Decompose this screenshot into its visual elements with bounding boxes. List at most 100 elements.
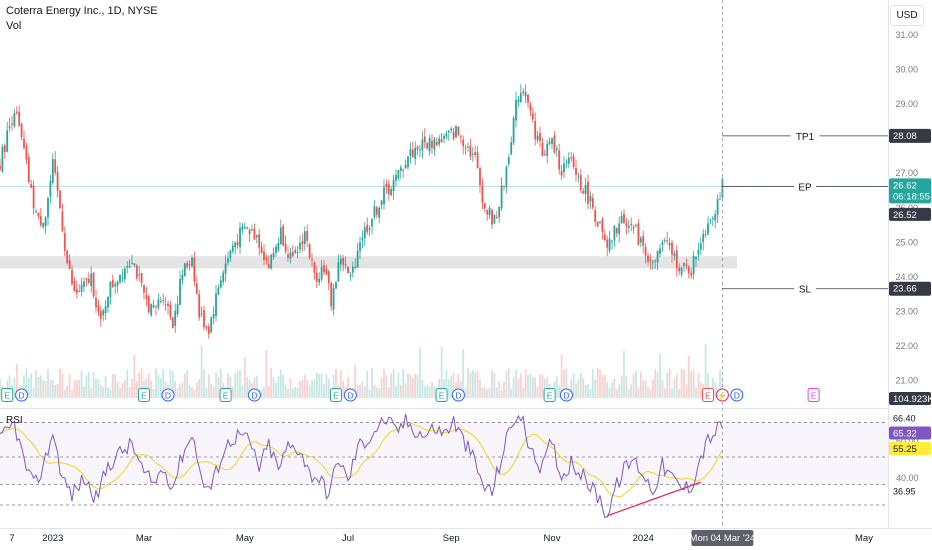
volume-bar [392, 368, 395, 398]
candle-body [582, 190, 585, 194]
volume-bar [159, 378, 162, 398]
candle-body [373, 206, 376, 218]
candle-body [440, 138, 443, 143]
candle-body [361, 237, 364, 241]
volume-bar [661, 379, 664, 398]
candle [608, 230, 611, 254]
volume-bar [294, 386, 297, 398]
candle [315, 265, 318, 289]
candle [114, 281, 117, 295]
candle [138, 265, 141, 282]
candle-body [121, 277, 124, 279]
candle [30, 179, 33, 188]
dividend-icon [247, 388, 261, 402]
currency-button[interactable]: USD [890, 5, 924, 26]
candle-body [678, 267, 681, 272]
price-axis-tick: 30.00 [895, 64, 918, 74]
candle-body [37, 212, 40, 217]
volume-tag [889, 392, 931, 405]
candle [678, 263, 681, 275]
candle [347, 265, 349, 274]
volume-bar [395, 386, 397, 398]
candle [584, 177, 587, 203]
candle-body [15, 111, 18, 113]
volume-bar [215, 372, 217, 398]
candle [555, 145, 558, 157]
rsi-indicator-label[interactable]: RSI [6, 415, 23, 426]
volume-bar [618, 384, 621, 398]
volume-bar [719, 370, 721, 398]
volume-bar [188, 385, 191, 398]
candle-body [687, 266, 690, 274]
volume-bar [608, 387, 611, 398]
candle [363, 222, 366, 247]
volume-indicator-label[interactable]: Vol [6, 20, 22, 32]
volume-bar [99, 384, 102, 398]
candle [539, 126, 541, 148]
volume-bar [116, 382, 119, 398]
level-label-tp1: TP1 [796, 132, 815, 143]
candle [486, 209, 489, 221]
volume-bar [229, 376, 232, 398]
volume-bar [493, 373, 496, 398]
candle-body [207, 326, 210, 335]
volume-bar [128, 387, 131, 398]
candle [433, 137, 436, 156]
candle [147, 294, 150, 314]
volume-bar [97, 379, 100, 398]
candle [577, 172, 580, 183]
volume-bar [145, 377, 148, 398]
candle [505, 165, 508, 194]
volume-bar [241, 384, 244, 398]
candle-body [395, 175, 397, 181]
candle-body [385, 183, 388, 188]
candle-body [229, 250, 232, 259]
candle [704, 229, 707, 238]
rsi-value-tag [889, 426, 931, 440]
candle [546, 140, 549, 164]
candle-body [231, 245, 234, 252]
symbol-title[interactable]: Coterra Energy Inc., 1D, NYSE [6, 5, 158, 17]
candle-body [716, 199, 719, 215]
candle-body [555, 148, 558, 150]
volume-bar [73, 380, 76, 398]
candle-body [707, 223, 709, 235]
candle [80, 277, 83, 297]
candle [143, 284, 145, 300]
candle-body [71, 269, 73, 285]
candle [13, 108, 16, 129]
volume-bar [282, 375, 285, 398]
earnings-icon-letter: E [439, 391, 445, 401]
candle-body [503, 185, 505, 188]
candle [277, 237, 280, 253]
volume-bar [138, 372, 141, 398]
candle [716, 194, 719, 223]
volume-bar [697, 373, 700, 398]
candle [503, 185, 505, 191]
candle-body [126, 266, 129, 268]
candle [49, 174, 52, 204]
candle [20, 122, 23, 141]
candle-body [54, 159, 57, 173]
volume-bar [236, 370, 239, 398]
rsi-line [0, 413, 723, 518]
candle-body [608, 238, 611, 251]
volume-bar [313, 379, 316, 398]
earnings-icon-letter: E [141, 391, 147, 401]
volume-bar [176, 388, 179, 398]
candle [140, 272, 143, 288]
candle [337, 254, 340, 282]
candle [531, 107, 534, 123]
candle [397, 170, 400, 181]
candle [553, 131, 556, 155]
candle [222, 269, 225, 286]
volume-bar [431, 382, 433, 398]
candle-body [181, 274, 184, 281]
candle [620, 211, 623, 224]
candle [589, 191, 592, 210]
candle [157, 293, 160, 311]
candle [438, 134, 441, 148]
candle-body [666, 240, 669, 242]
candle [419, 145, 421, 158]
